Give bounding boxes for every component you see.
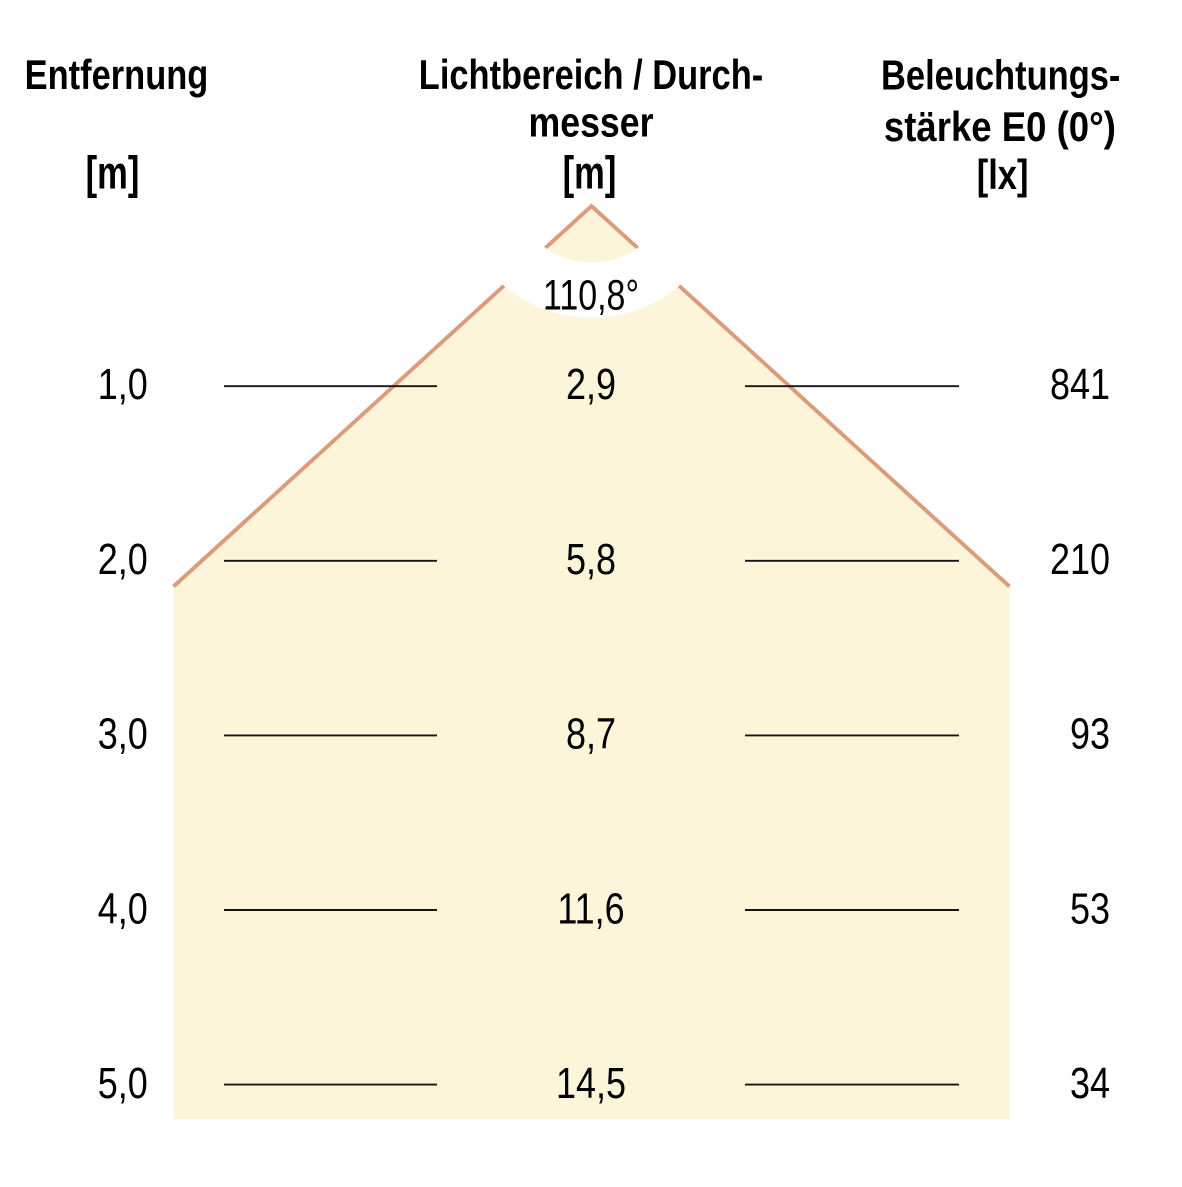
svg-text:stärke E0 (0°): stärke E0 (0°) — [884, 105, 1116, 151]
svg-text:210: 210 — [1050, 534, 1110, 583]
svg-text:4,0: 4,0 — [98, 884, 148, 933]
svg-text:34: 34 — [1070, 1059, 1110, 1108]
svg-text:2,9: 2,9 — [566, 360, 616, 409]
svg-text:5,8: 5,8 — [566, 534, 616, 583]
svg-text:93: 93 — [1070, 709, 1110, 758]
svg-text:messer: messer — [529, 100, 654, 146]
svg-text:1,0: 1,0 — [98, 360, 148, 409]
svg-text:[m]: [m] — [563, 147, 617, 199]
svg-text:14,5: 14,5 — [556, 1059, 626, 1108]
svg-text:5,0: 5,0 — [98, 1059, 148, 1108]
svg-text:Lichtbereich / Durch-: Lichtbereich / Durch- — [419, 52, 763, 99]
svg-text:11,6: 11,6 — [557, 884, 624, 933]
svg-text:841: 841 — [1050, 360, 1110, 409]
svg-text:[m]: [m] — [86, 147, 140, 199]
svg-text:[lx]: [lx] — [977, 152, 1029, 199]
svg-text:Beleuchtungs-: Beleuchtungs- — [881, 53, 1120, 100]
svg-text:Entfernung: Entfernung — [25, 52, 209, 99]
svg-text:2,0: 2,0 — [98, 534, 148, 583]
svg-text:8,7: 8,7 — [566, 709, 616, 758]
svg-text:53: 53 — [1070, 884, 1110, 933]
svg-text:110,8°: 110,8° — [543, 272, 639, 320]
svg-text:3,0: 3,0 — [98, 709, 148, 758]
